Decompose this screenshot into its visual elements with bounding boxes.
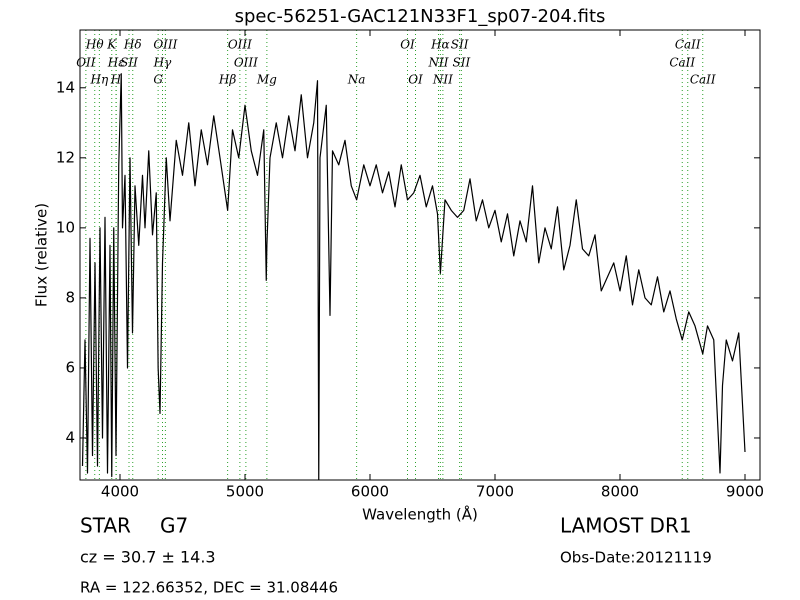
- spectral-line-label: NII: [428, 56, 449, 70]
- x-tick-label: 7000: [476, 483, 514, 501]
- x-tick-label: 6000: [351, 483, 389, 501]
- plot-area: [81, 73, 746, 480]
- redshift: cz = 30.7 ± 14.3: [80, 548, 216, 567]
- spectral-line-label: Hγ: [153, 56, 172, 70]
- spectral-line-label: Mg: [256, 73, 277, 87]
- release: LAMOST DR1: [560, 514, 692, 538]
- y-tick-label: 14: [56, 78, 75, 96]
- spectral-line-label: Hα: [430, 38, 450, 52]
- object-class: STAR: [80, 514, 131, 538]
- spectrum-line: [81, 73, 746, 480]
- x-tick-label: 8000: [601, 483, 639, 501]
- x-axis-label: Wavelength (Å): [362, 505, 478, 524]
- y-tick-label: 8: [65, 288, 75, 306]
- spectral-line-label: SII: [451, 38, 469, 52]
- spectral-line-label: Hε: [107, 56, 125, 70]
- x-tick-label: 9000: [726, 483, 764, 501]
- spectral-line-label: CaII: [690, 73, 716, 87]
- spectral-line-label: OI: [408, 73, 423, 87]
- object-subclass: G7: [160, 514, 188, 538]
- y-tick-label: 4: [65, 428, 75, 446]
- spectral-line-label: SII: [120, 56, 138, 70]
- spectral-line-label: OIII: [228, 38, 252, 52]
- spectral-line-label: OIII: [234, 56, 258, 70]
- y-tick-label: 10: [56, 218, 75, 236]
- spectral-line-label: Hδ: [123, 38, 142, 52]
- spectral-line-label: Hβ: [218, 73, 236, 87]
- spectral-line-label: OIII: [153, 38, 177, 52]
- spectral-line-label: CaII: [675, 38, 701, 52]
- coordinates: RA = 122.66352, DEC = 31.08446: [80, 579, 338, 597]
- spectral-line-label: Hθ: [85, 38, 104, 52]
- spectral-line-label: Hη: [90, 73, 109, 87]
- x-tick-label: 5000: [226, 483, 264, 501]
- chart-title: spec-56251-GAC121N33F1_sp07-204.fits: [235, 6, 606, 27]
- spectral-line-label: Na: [347, 73, 366, 87]
- plot-frame: [79, 29, 761, 481]
- x-tick-label: 4000: [101, 483, 139, 501]
- spectral-line-label: SII: [453, 56, 471, 70]
- spectral-line-label: CaII: [669, 56, 695, 70]
- spectral-line-label: OI: [400, 38, 415, 52]
- spectral-lines: [85, 30, 704, 480]
- spectral-line-label: K: [106, 38, 117, 52]
- spectral-line-label: H: [110, 73, 122, 87]
- y-axis-label: Flux (relative): [33, 203, 51, 307]
- spectral-line-label: NII: [432, 73, 453, 87]
- spectral-line-label: G: [153, 73, 163, 87]
- y-tick-label: 12: [56, 148, 75, 166]
- spectral-line-label: OII: [76, 56, 96, 70]
- y-tick-label: 6: [65, 358, 75, 376]
- obs-date: Obs-Date:20121119: [560, 549, 712, 567]
